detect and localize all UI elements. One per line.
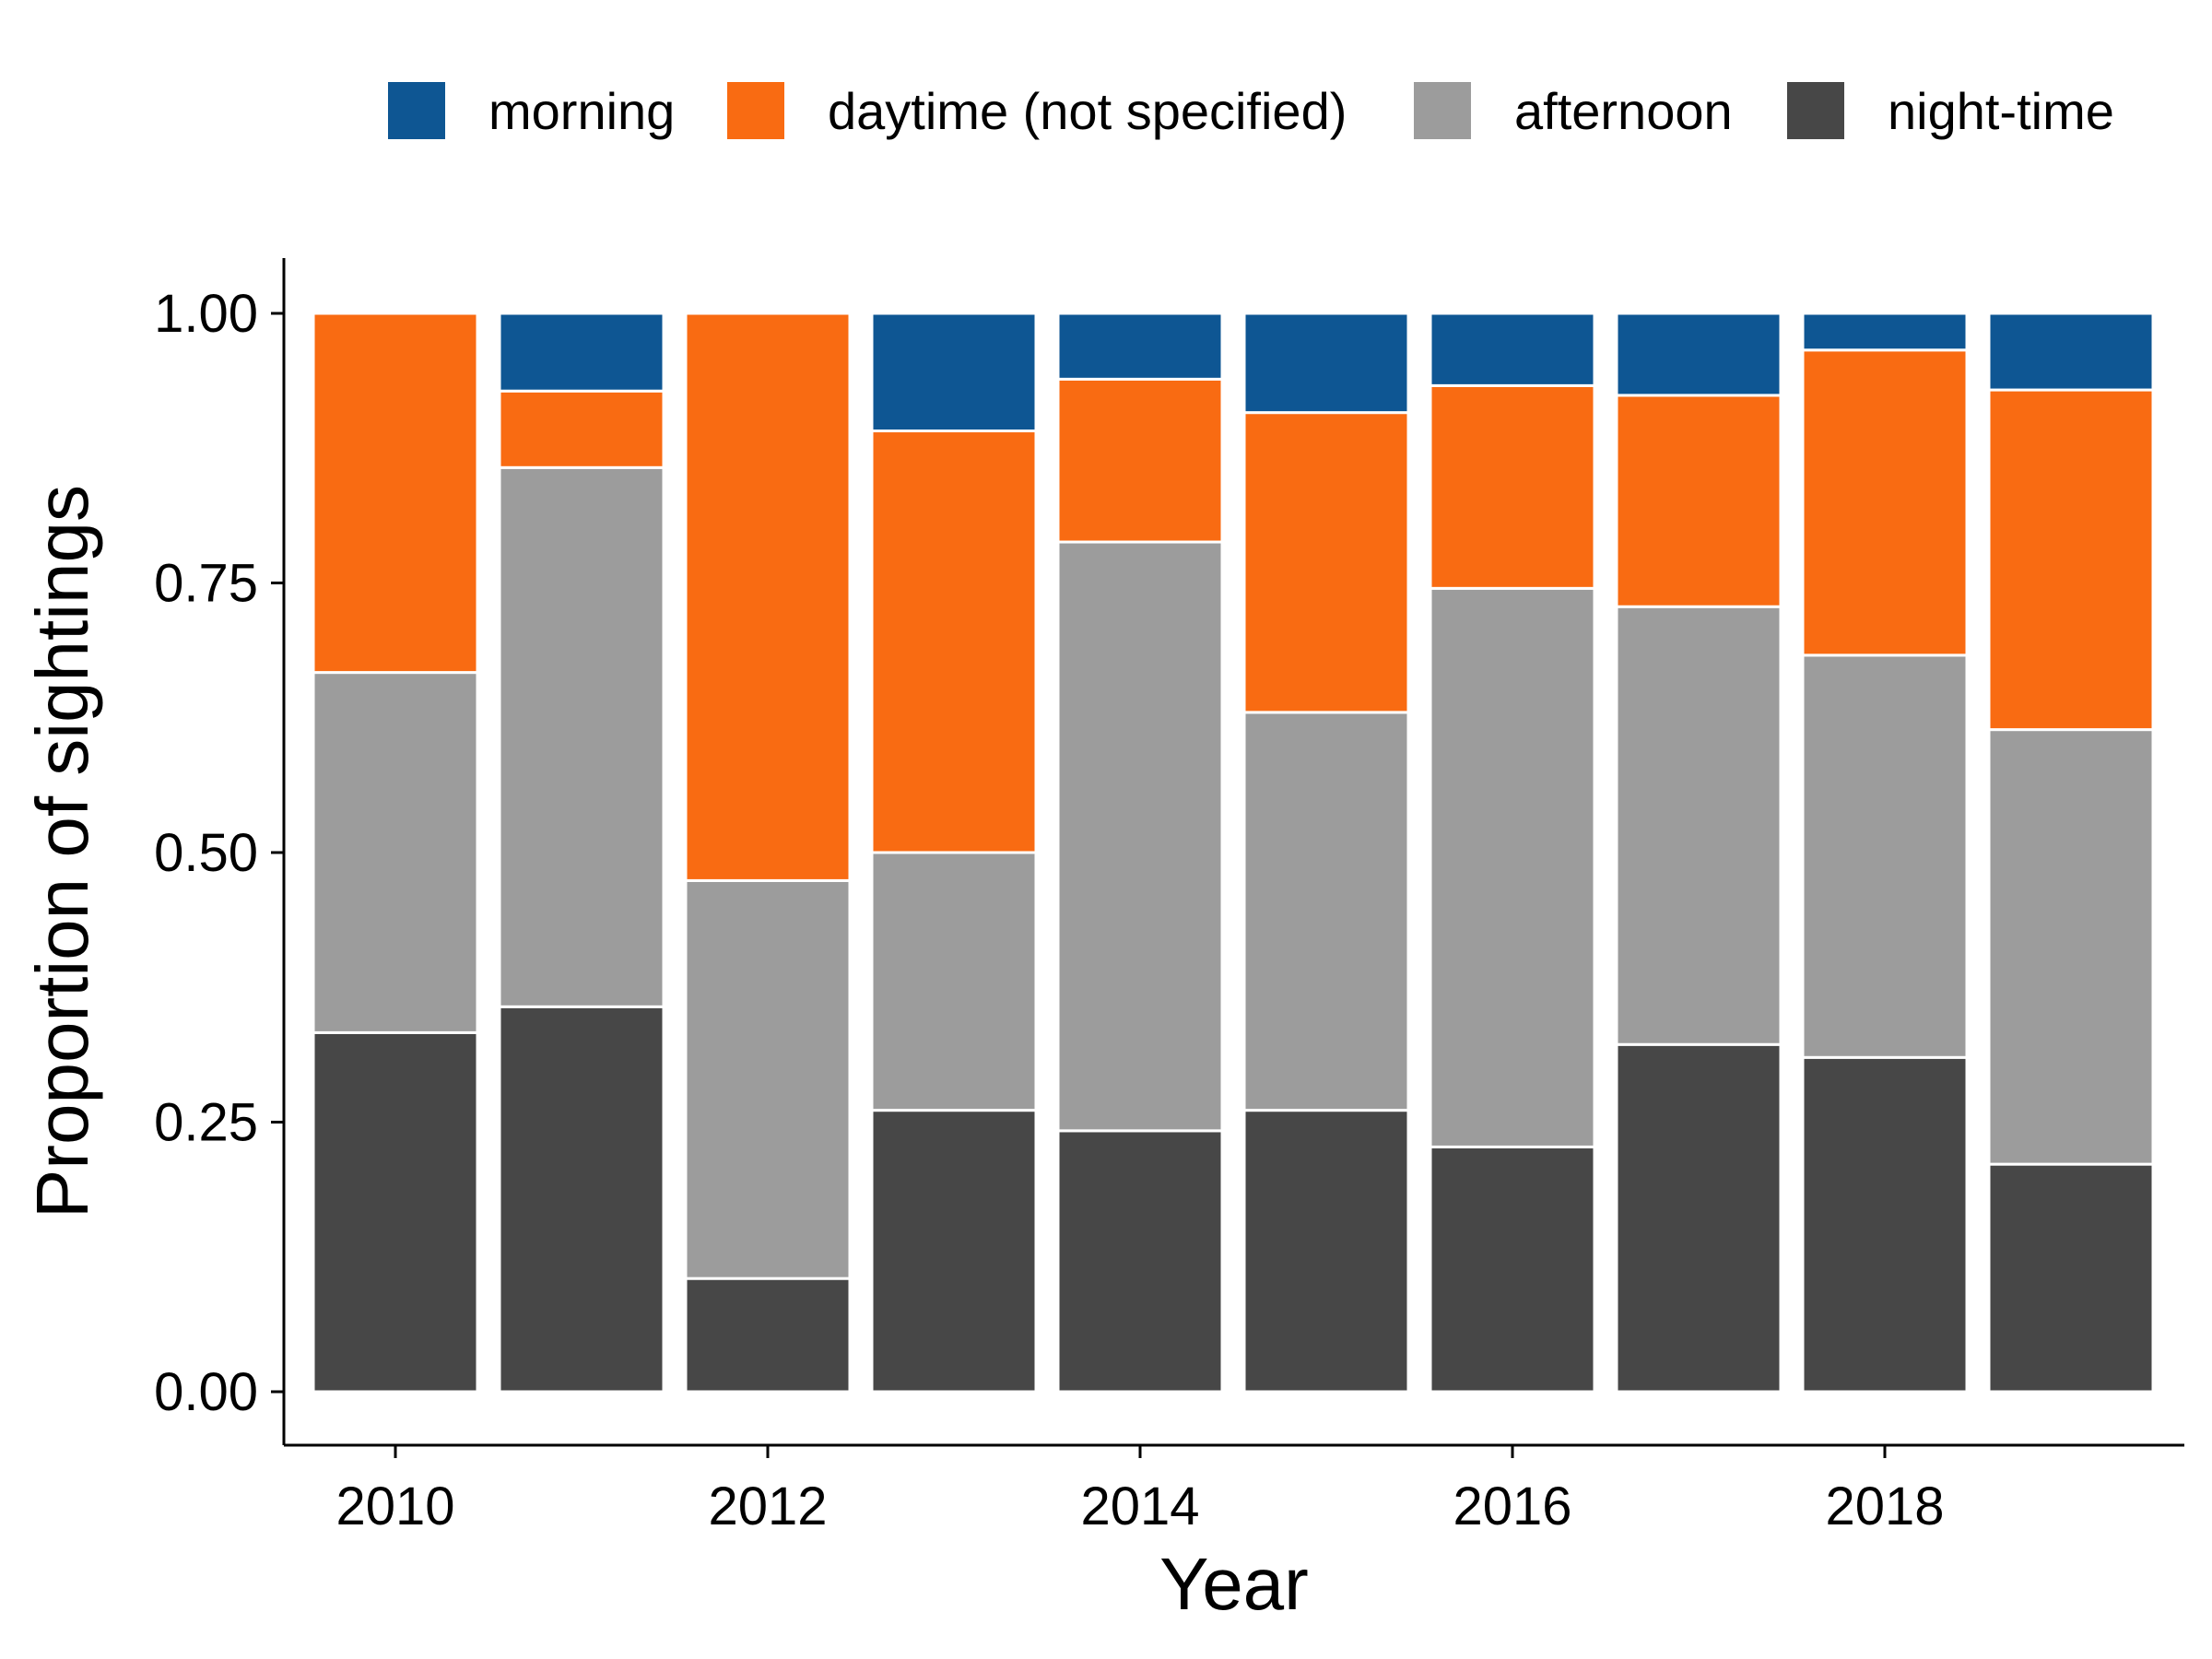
bar-segment-daytime-not-specified-2010: [312, 312, 479, 675]
bar-segment-morning-2011: [498, 312, 665, 393]
legend-swatch: [1787, 82, 1844, 139]
bar-segment-morning-2016: [1429, 312, 1596, 387]
bar-segment-daytime-not-specified-2015: [1242, 411, 1410, 714]
legend-swatch: [1414, 82, 1471, 139]
bar-segment-night-time-2017: [1615, 1042, 1783, 1394]
bar-segment-afternoon-2011: [498, 465, 665, 1008]
bar-segment-night-time-2015: [1242, 1109, 1410, 1394]
bar-segment-daytime-not-specified-2016: [1429, 383, 1596, 590]
legend-label: daytime (not specified): [828, 82, 1347, 140]
bar-segment-daytime-not-specified-2013: [870, 429, 1038, 854]
bar-segment-morning-2018: [1801, 312, 1969, 352]
y-tick-label: 0.75: [154, 554, 258, 614]
bar-segment-daytime-not-specified-2019: [1987, 388, 2155, 732]
bar-segment-daytime-not-specified-2012: [684, 312, 852, 882]
legend-label: morning: [488, 82, 675, 140]
bar-segment-afternoon-2015: [1242, 711, 1410, 1112]
bar-segment-afternoon-2012: [684, 878, 852, 1280]
bar-segment-night-time-2018: [1801, 1055, 1969, 1394]
bar-segment-daytime-not-specified-2011: [498, 389, 665, 469]
legend: morning daytime (not specified) afternoon n…: [388, 82, 2114, 140]
legend-item: morning: [388, 82, 675, 140]
bar-segment-night-time-2011: [498, 1005, 665, 1394]
x-axis-title: Year: [1159, 1543, 1309, 1625]
x-tick-label: 2012: [708, 1477, 827, 1536]
x-tick-label: 2018: [1825, 1477, 1944, 1536]
bar-segment-night-time-2019: [1987, 1162, 2155, 1394]
bar-segment-night-time-2014: [1056, 1129, 1224, 1394]
bar-segment-afternoon-2019: [1987, 728, 2155, 1166]
legend-item: afternoon: [1414, 82, 1733, 140]
axes-layer: 0.00 0.25 0.50 0.75 1.00 2010 2012 2014 2016 2018: [154, 258, 2184, 1536]
bar-segment-afternoon-2016: [1429, 586, 1596, 1148]
legend-swatch: [388, 82, 445, 139]
bar-segment-night-time-2013: [870, 1109, 1038, 1394]
y-tick-label: 0.25: [154, 1093, 258, 1153]
bar-segment-daytime-not-specified-2018: [1801, 348, 1969, 657]
bar-segment-afternoon-2017: [1615, 605, 1783, 1046]
bar-segment-afternoon-2014: [1056, 540, 1224, 1133]
bar-segment-morning-2013: [870, 312, 1038, 433]
bar-segment-morning-2017: [1615, 312, 1783, 397]
y-tick-label: 1.00: [154, 284, 258, 344]
legend-label: afternoon: [1514, 82, 1733, 140]
legend-item: daytime (not specified): [727, 82, 1347, 140]
bar-segment-afternoon-2010: [312, 671, 479, 1034]
bar-segment-night-time-2012: [684, 1277, 852, 1394]
bars-layer: [312, 312, 2155, 1394]
y-axis-title: Proportion of sightings: [21, 485, 103, 1218]
legend-item: night-time: [1787, 82, 2114, 140]
bar-segment-daytime-not-specified-2014: [1056, 377, 1224, 544]
legend-label: night-time: [1888, 82, 2114, 140]
bar-segment-daytime-not-specified-2017: [1615, 394, 1783, 608]
bar-segment-afternoon-2018: [1801, 653, 1969, 1059]
bar-segment-morning-2015: [1242, 312, 1410, 415]
y-tick-label: 0.00: [154, 1362, 258, 1422]
x-tick-label: 2016: [1453, 1477, 1571, 1536]
bar-segment-night-time-2016: [1429, 1145, 1596, 1394]
bar-segment-night-time-2010: [312, 1030, 479, 1394]
bar-segment-afternoon-2013: [870, 851, 1038, 1112]
legend-swatch: [727, 82, 784, 139]
x-tick-label: 2010: [335, 1477, 454, 1536]
bar-segment-morning-2014: [1056, 312, 1224, 381]
bar-segment-morning-2019: [1987, 312, 2155, 392]
y-tick-label: 0.50: [154, 823, 258, 883]
x-tick-label: 2014: [1080, 1477, 1199, 1536]
